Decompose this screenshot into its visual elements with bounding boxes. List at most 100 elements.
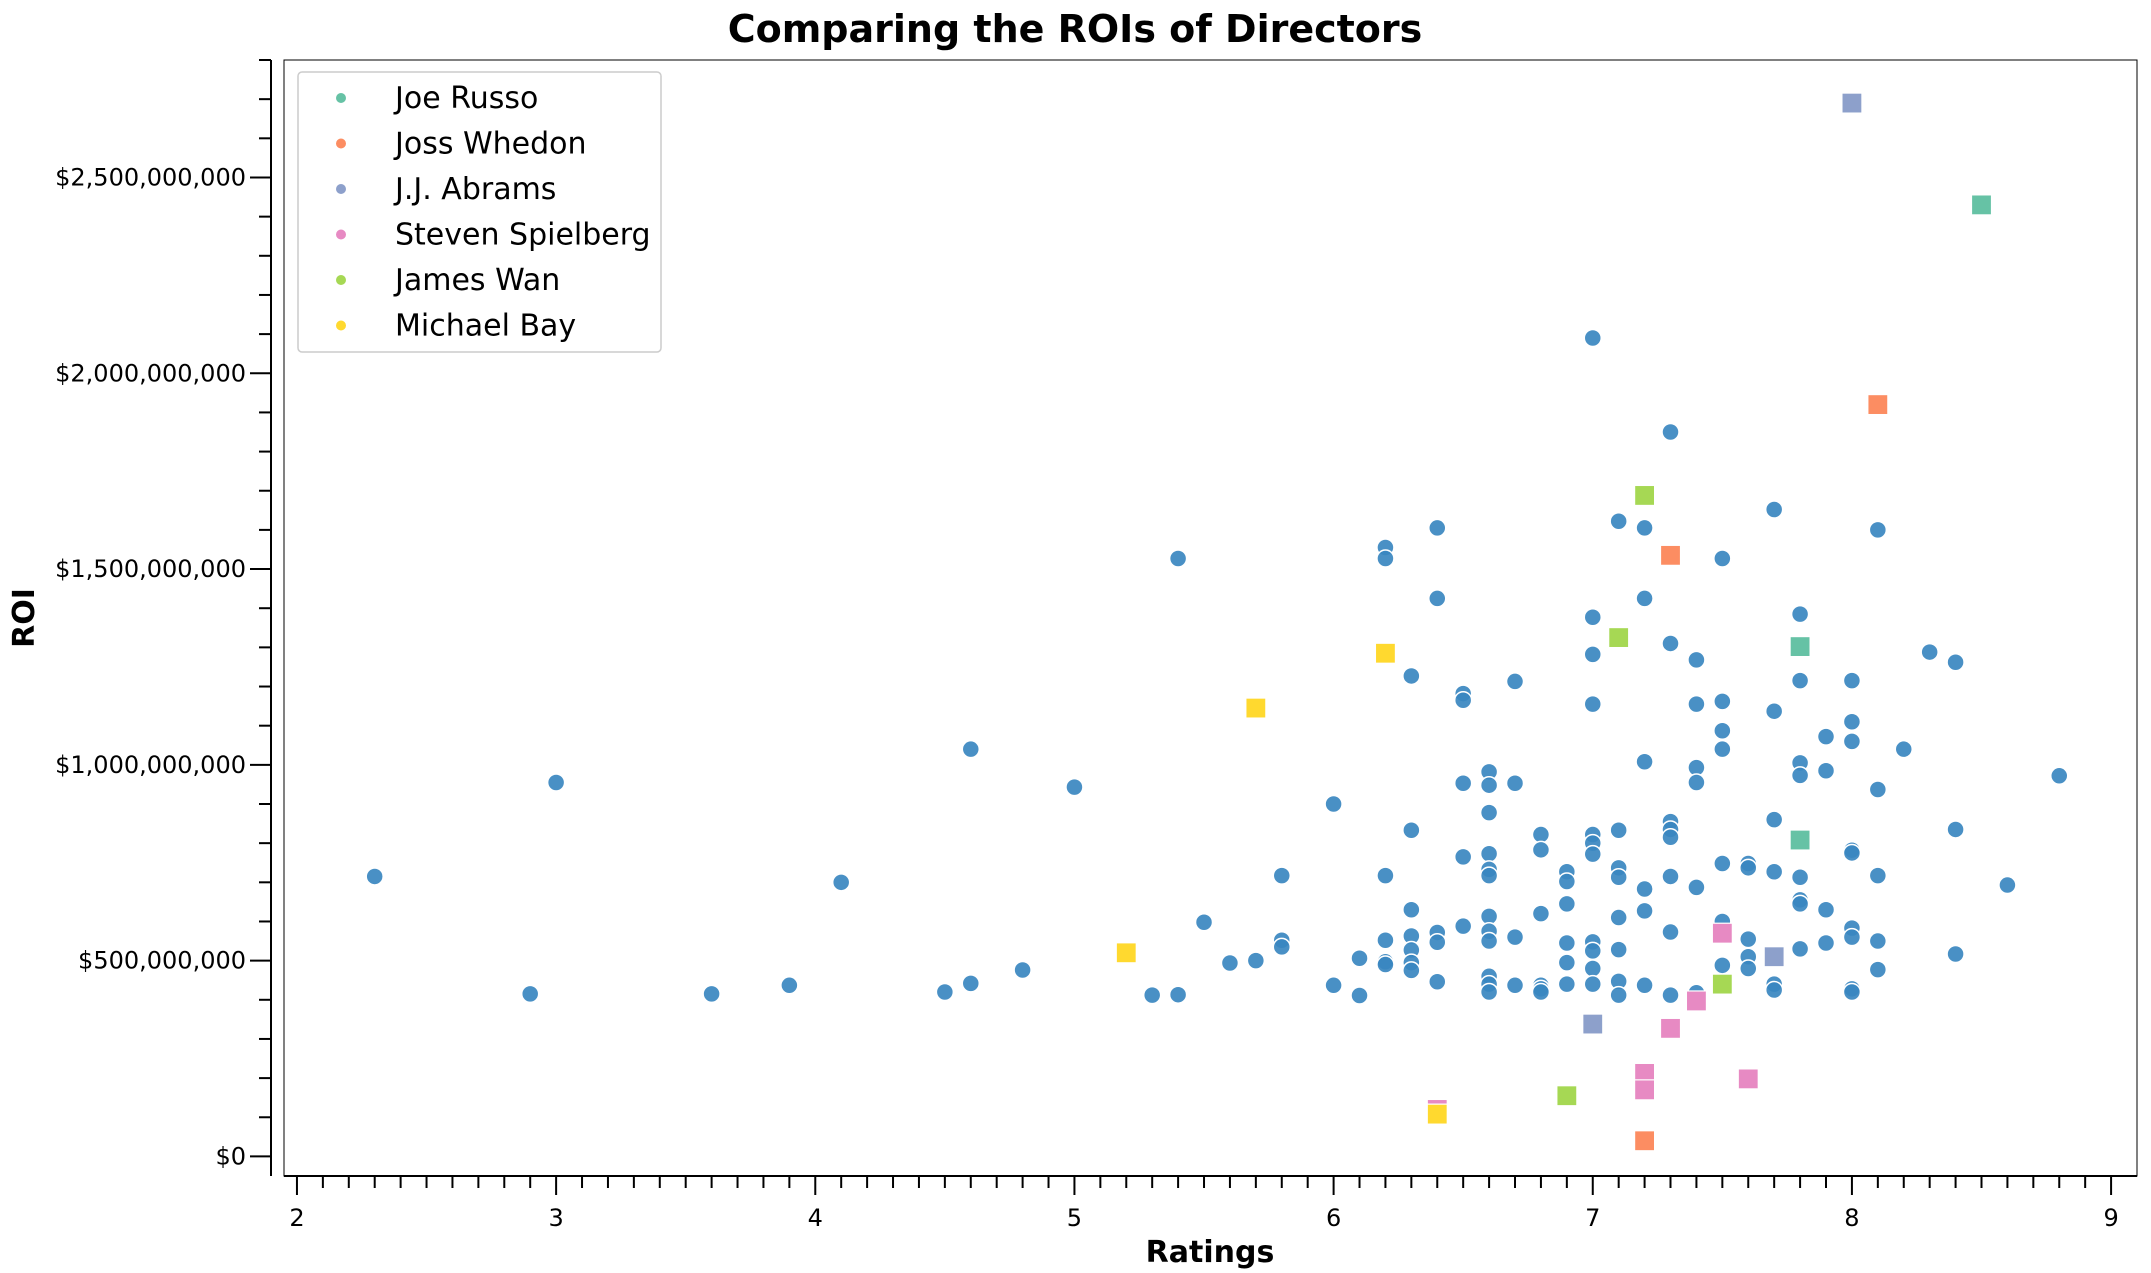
point-circle	[1635, 518, 1654, 538]
point-circle	[1739, 959, 1758, 978]
legend-marker	[336, 320, 346, 331]
point-circle	[1376, 955, 1395, 974]
point-circle	[1583, 941, 1603, 961]
series-6	[1115, 642, 1448, 1125]
x-tick-label: 8	[1844, 1204, 1859, 1232]
point-circle	[1479, 803, 1499, 822]
point-circle	[1842, 982, 1862, 1002]
point-circle	[1402, 961, 1421, 980]
point-circle	[1531, 840, 1551, 860]
legend-marker	[336, 275, 346, 285]
y-tick-label: $2,000,000,000	[55, 359, 246, 387]
point-circle	[1609, 908, 1628, 927]
point-circle	[1764, 500, 1784, 519]
legend-entry: Michael Bay	[395, 309, 576, 344]
legend-entry: James Wan	[393, 263, 560, 298]
point-circle	[1764, 701, 1784, 721]
point-circle	[1790, 867, 1810, 887]
point-circle	[702, 984, 721, 1004]
x-axis-label: Ratings	[1146, 1235, 1275, 1270]
point-square	[1763, 946, 1785, 968]
point-circle	[1505, 976, 1525, 995]
point-circle	[1842, 671, 1862, 690]
point-circle	[1428, 972, 1447, 992]
point-circle	[1324, 976, 1343, 995]
point-circle	[1402, 666, 1421, 686]
point-circle	[1764, 862, 1784, 881]
point-circle	[961, 974, 981, 993]
point-circle	[780, 976, 799, 995]
point-circle	[1376, 866, 1395, 885]
point-circle	[1687, 694, 1706, 714]
point-circle	[1531, 825, 1551, 844]
point-circle	[1868, 780, 1888, 799]
point-circle	[1635, 879, 1654, 899]
point-circle	[1790, 766, 1810, 785]
point-square	[1659, 1017, 1682, 1039]
point-square	[1633, 1079, 1656, 1101]
legend-entry: Joss Whedon	[393, 127, 587, 162]
legend-entry: Steven Spielberg	[395, 218, 651, 253]
point-circle	[1272, 866, 1292, 885]
point-circle	[1505, 773, 1525, 793]
point-square	[1608, 626, 1630, 649]
point-circle	[1842, 927, 1862, 947]
point-circle	[1868, 520, 1888, 540]
point-square	[1711, 973, 1733, 995]
point-circle	[1790, 939, 1810, 959]
point-circle	[1609, 512, 1628, 531]
point-square	[1556, 1085, 1578, 1107]
point-circle	[1557, 974, 1577, 994]
point-circle	[1557, 953, 1577, 972]
point-square	[1841, 92, 1863, 114]
point-circle	[2050, 766, 2069, 786]
point-circle	[1790, 604, 1810, 624]
point-square	[1867, 393, 1889, 416]
point-circle	[1142, 985, 1162, 1005]
point-circle	[1842, 843, 1862, 863]
x-tick-label: 4	[808, 1204, 823, 1232]
point-square	[1789, 635, 1811, 658]
data-points	[365, 92, 2069, 1152]
chart-title: Comparing the ROIs of Directors	[728, 7, 1423, 51]
point-square	[1115, 942, 1137, 964]
point-circle	[520, 984, 540, 1004]
point-circle	[1350, 986, 1369, 1005]
point-circle	[1402, 900, 1421, 919]
legend-entry: Joe Russo	[393, 81, 538, 116]
point-circle	[546, 773, 566, 792]
y-axis-label: ROI	[7, 588, 42, 648]
point-circle	[1687, 773, 1706, 792]
point-circle	[1816, 761, 1836, 780]
point-circle	[1661, 985, 1680, 1005]
series-1	[1789, 194, 1993, 851]
point-circle	[1816, 900, 1836, 919]
point-circle	[1661, 922, 1680, 942]
point-circle	[961, 739, 981, 759]
point-circle	[365, 867, 384, 886]
point-square	[1426, 1103, 1448, 1125]
point-circle	[1635, 589, 1654, 608]
point-circle	[1453, 916, 1473, 936]
point-circle	[1635, 752, 1654, 771]
y-tick-label: $500,000,000	[78, 947, 246, 975]
series-3	[1582, 92, 1863, 1035]
point-circle	[1894, 739, 1914, 759]
point-circle	[1428, 932, 1447, 952]
point-square	[1789, 829, 1811, 851]
point-circle	[1816, 933, 1836, 953]
point-circle	[1635, 901, 1654, 921]
point-circle	[1531, 982, 1551, 1002]
point-circle	[1764, 980, 1784, 1000]
point-circle	[1428, 589, 1447, 608]
x-axis-ticks: 2 3 4 5 6 7 8 9	[289, 1176, 2119, 1232]
point-circle	[1402, 820, 1421, 840]
point-square	[1737, 1068, 1759, 1090]
x-tick-label: 7	[1585, 1204, 1600, 1232]
point-circle	[1479, 931, 1499, 951]
point-circle	[1479, 844, 1499, 863]
point-square	[1374, 642, 1397, 664]
point-circle	[1609, 940, 1628, 959]
point-circle	[1013, 960, 1032, 980]
